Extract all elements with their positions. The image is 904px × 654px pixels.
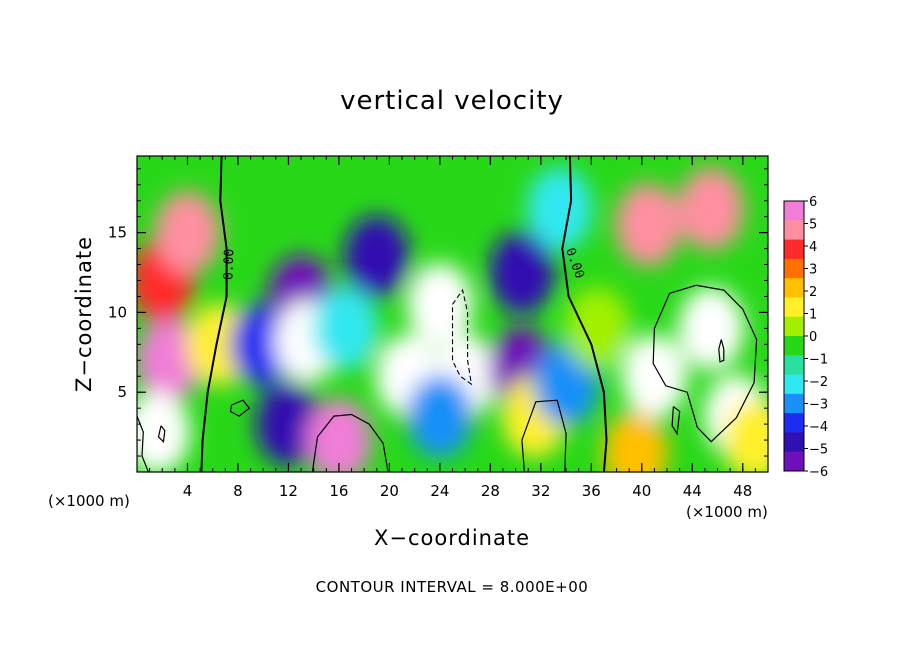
contour-solid-5 [229,399,251,417]
x-tick-label: 20 [380,482,399,500]
colorbar-segment-11 [784,413,804,433]
x-tick-label: 40 [632,482,651,500]
contour-solid-1 [561,156,608,472]
colorbar-tick-label: 1 [809,308,817,323]
contour-solid-7 [652,284,758,443]
contour-solid-3 [311,413,389,472]
colorbar-segment-0 [784,201,804,221]
x-axis-title: X−coordinate [374,526,530,550]
colorbar-segment-3 [784,258,804,279]
field-region-27 [602,411,669,472]
contour-solid-9 [671,406,681,436]
x-tick-label: 48 [733,482,752,500]
colorbar-segment-12 [784,432,804,453]
colorbar-segment-7 [784,336,804,356]
velocity-field [137,156,768,472]
colorbar-segment-13 [784,451,804,472]
colorbar-tick-label: −5 [809,443,828,458]
field-region-10 [312,286,379,370]
x-unit-label-left: (×1000 m) [48,492,130,510]
x-tick-label: 36 [582,482,601,500]
colorbar-tick-label: −3 [809,398,828,413]
x-tick-label: 12 [279,482,298,500]
x-tick-label: 44 [683,482,702,500]
colorbar-segment-2 [784,239,804,260]
colorbar-segment-8 [784,355,804,376]
contour-interval-note: CONTOUR INTERVAL = 8.000E+00 [315,578,589,596]
colorbar: 6 5 4 3 2 1 0 −1 −2 −3 −4 −5 −6 [783,195,828,480]
colorbar-tick-label: −2 [809,375,828,390]
colorbar-segment-1 [784,220,804,241]
field-region-15 [407,374,473,458]
contour-label-0: 0.00 [221,248,237,280]
contour-dashed-0 [451,288,473,386]
contour-solid-4 [521,399,567,472]
x-tick-label: 28 [481,482,500,500]
field-region-20 [526,167,593,251]
colorbar-tick-label: 4 [809,240,817,255]
field-region-16 [489,231,555,314]
x-tick-label: 4 [183,482,193,500]
field-region-21 [564,286,631,370]
colorbar-tick-label: 0 [809,330,817,345]
field-region-12 [407,262,473,346]
field-region-8 [255,382,322,466]
colorbar-segment-6 [784,316,804,337]
colorbar-segment-4 [784,278,804,298]
colorbar-tick-label: 2 [809,285,817,300]
colorbar-tick-label: 6 [809,195,817,210]
contour-solid-0 [200,156,228,472]
x-tick-label: 24 [430,482,449,500]
colorbar-tick-label: −6 [809,465,828,480]
field-region-3 [137,390,190,472]
colorbar-tick-label: −1 [809,353,828,368]
x-unit-label-right: (×1000 m) [686,503,768,521]
y-tick-label: 15 [108,224,127,242]
contour-solid-6 [157,425,166,443]
x-tick-label: 16 [329,482,348,500]
y-axis: 5 10 15 [108,168,768,457]
field-region-2 [137,318,202,402]
chart-title: vertical velocity [340,86,564,116]
x-tick-label: 8 [233,482,243,500]
field-region-22 [615,183,681,267]
field-region-24 [678,286,745,370]
y-tick-label: 10 [108,303,127,321]
colorbar-tick-label: −4 [809,420,828,435]
colorbar-tick-label: 5 [809,218,817,233]
field-region-23 [678,167,745,251]
y-axis-title: Z−coordinate [72,236,96,392]
contour-solid-8 [718,339,725,363]
field-blobs [137,167,768,472]
colorbar-segment-5 [784,297,804,318]
x-tick-label: 32 [531,482,550,500]
colorbar-segment-10 [784,393,804,414]
field-region-28 [722,398,768,472]
y-tick-label: 5 [117,383,127,401]
colorbar-segment-9 [784,374,804,395]
field-region-25 [621,334,688,418]
x-axis: 4 8 12 16 20 24 28 32 36 40 44 48 [149,156,756,500]
field-region-1 [154,191,221,275]
contour-lines [137,156,758,472]
field-region-11 [343,215,410,299]
colorbar-tick-label: 3 [809,263,817,278]
